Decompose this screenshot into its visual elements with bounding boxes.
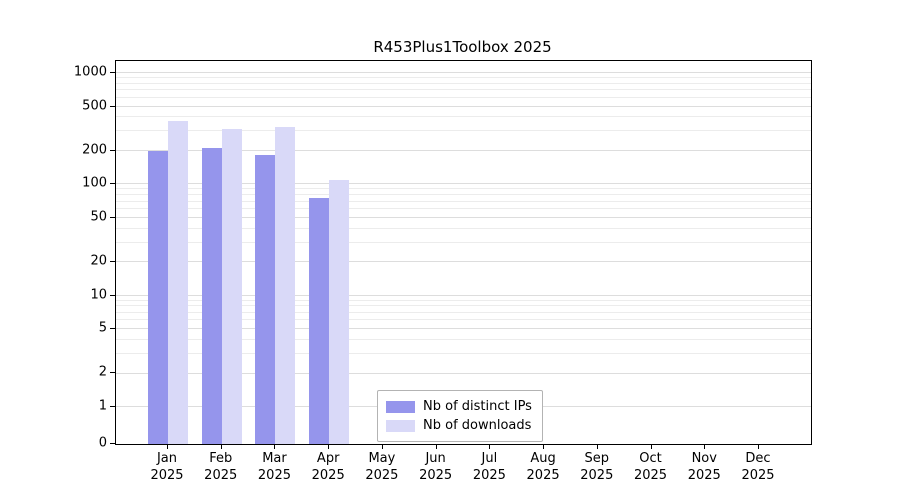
gridline-minor <box>116 200 811 202</box>
x-tick-label: Oct 2025 <box>633 451 668 483</box>
y-tick-label: 5 <box>98 320 107 336</box>
x-tick-label: Dec 2025 <box>741 451 775 483</box>
gridline-minor <box>116 82 811 84</box>
legend-entry: Nb of distinct IPs <box>386 397 532 416</box>
bar-downloads <box>168 121 188 444</box>
gridline-minor <box>116 89 811 91</box>
y-tick-mark <box>110 105 115 107</box>
y-tick-mark <box>110 406 115 407</box>
plot-area <box>115 60 812 445</box>
y-tick-label: 100 <box>82 175 107 191</box>
y-tick-label: 500 <box>82 98 107 113</box>
x-tick-label: Jun 2025 <box>419 451 453 483</box>
y-tick-label: 20 <box>90 253 107 269</box>
y-tick-label: 1 <box>98 398 107 414</box>
legend-entry: Nb of downloads <box>386 416 532 435</box>
gridline-major <box>116 372 811 374</box>
bar-downloads <box>329 179 350 444</box>
gridline-major <box>116 72 811 73</box>
y-tick-mark <box>110 149 115 151</box>
x-tick-mark <box>650 444 652 449</box>
gridline-major <box>116 105 811 107</box>
legend-swatch <box>386 419 415 432</box>
gridline-major <box>116 261 811 263</box>
x-tick-mark <box>704 444 706 449</box>
y-tick-mark <box>110 261 115 263</box>
bar-distinct-ips <box>255 154 276 444</box>
y-tick-label: 50 <box>90 209 107 225</box>
y-tick-label: 0 <box>98 435 107 451</box>
gridline-minor <box>116 227 811 229</box>
gridline-minor <box>116 96 811 98</box>
legend-swatch <box>386 400 415 413</box>
gridline-minor <box>116 188 811 190</box>
bar-distinct-ips <box>309 198 330 444</box>
y-tick-mark <box>110 216 115 218</box>
x-tick-label: Aug 2025 <box>526 451 560 483</box>
y-tick-mark <box>110 328 115 330</box>
chart-title: R453Plus1Toolbox 2025 <box>373 38 552 56</box>
gridline-minor <box>116 208 811 210</box>
gridline-minor <box>116 116 811 118</box>
y-tick-mark <box>110 294 115 296</box>
gridline-minor <box>116 194 811 196</box>
legend: Nb of distinct IPs Nb of downloads <box>377 390 543 442</box>
x-tick-label: Apr 2025 <box>311 451 345 483</box>
legend-label: Nb of distinct IPs <box>423 399 532 414</box>
x-tick-mark <box>381 444 383 449</box>
x-tick-mark <box>220 444 222 449</box>
gridline-minor <box>116 338 811 340</box>
gridline-major <box>116 216 811 218</box>
gridline-major <box>116 294 811 296</box>
gridline-minor <box>116 319 811 321</box>
gridline-minor <box>116 305 811 307</box>
x-tick-label: Feb 2025 <box>204 451 238 483</box>
gridline-minor <box>116 311 811 313</box>
x-tick-label: May 2025 <box>365 451 399 483</box>
bar-downloads <box>275 127 296 444</box>
x-tick-label: Nov 2025 <box>687 451 721 483</box>
y-tick-mark <box>110 183 115 185</box>
x-tick-mark <box>167 444 168 449</box>
x-tick-label: Mar 2025 <box>257 451 291 483</box>
gridline-minor <box>116 130 811 132</box>
gridline-minor <box>116 241 811 243</box>
bar-distinct-ips <box>148 150 168 444</box>
x-tick-mark <box>543 444 545 449</box>
x-tick-label: Jul 2025 <box>472 451 506 483</box>
x-tick-mark <box>596 444 598 449</box>
gridline-minor <box>116 299 811 301</box>
gridline-minor <box>116 352 811 354</box>
y-tick-label: 1000 <box>73 64 107 80</box>
x-tick-mark <box>489 444 491 449</box>
bar-downloads <box>221 128 242 444</box>
x-tick-label: Jan 2025 <box>150 451 184 483</box>
x-tick-label: Sep 2025 <box>580 451 614 483</box>
y-tick-mark <box>110 443 115 444</box>
legend-label: Nb of downloads <box>423 418 532 433</box>
gridline-major <box>116 328 811 330</box>
x-tick-mark <box>435 444 437 449</box>
gridline-major <box>116 183 811 185</box>
y-tick-mark <box>110 372 115 374</box>
gridline-major <box>116 149 811 151</box>
gridline-minor <box>116 77 811 79</box>
bar-distinct-ips <box>201 148 222 444</box>
x-tick-mark <box>758 444 759 449</box>
x-tick-mark <box>328 444 330 449</box>
y-tick-label: 2 <box>98 364 107 380</box>
x-tick-mark <box>274 444 276 449</box>
y-tick-mark <box>110 72 115 73</box>
y-tick-label: 10 <box>90 287 107 303</box>
y-tick-label: 200 <box>82 142 107 158</box>
